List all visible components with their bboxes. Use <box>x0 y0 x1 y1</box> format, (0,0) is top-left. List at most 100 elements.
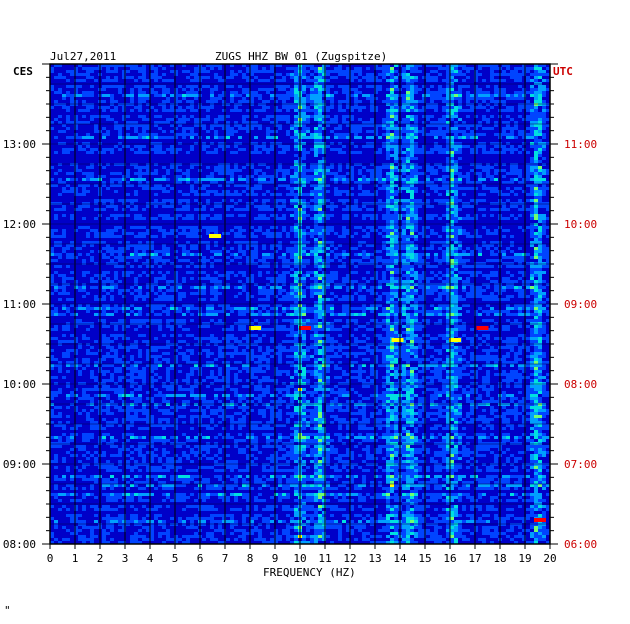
heatmap-cell <box>90 307 94 310</box>
heatmap-cell <box>214 193 218 196</box>
heatmap-cell <box>258 88 262 91</box>
heatmap-cell <box>314 151 318 154</box>
heatmap-cell <box>174 148 178 151</box>
heatmap-cell <box>334 127 338 130</box>
heatmap-cell <box>306 241 310 244</box>
heatmap-cell <box>390 94 394 97</box>
heatmap-cell <box>450 259 454 262</box>
heatmap-cell <box>122 118 126 121</box>
heatmap-cell <box>446 211 450 214</box>
heatmap-cell <box>542 190 546 193</box>
heatmap-cell <box>514 178 518 181</box>
heatmap-cell <box>538 175 542 178</box>
heatmap-cell <box>402 136 406 139</box>
heatmap-cell <box>158 307 162 310</box>
heatmap-cell <box>310 190 314 193</box>
heatmap-cell <box>150 88 154 91</box>
heatmap-cell <box>510 166 514 169</box>
heatmap-cell <box>314 184 318 187</box>
heatmap-cell <box>326 169 330 172</box>
heatmap-cell <box>394 127 398 130</box>
heatmap-cell <box>502 181 506 184</box>
heatmap-cell <box>174 133 178 136</box>
heatmap-cell <box>442 121 446 124</box>
heatmap-cell <box>518 172 522 175</box>
heatmap-cell <box>506 229 510 232</box>
heatmap-cell <box>154 187 158 190</box>
heatmap-cell <box>310 253 314 256</box>
heatmap-cell <box>166 259 170 262</box>
heatmap-cell <box>174 208 178 211</box>
heatmap-cell <box>254 247 258 250</box>
heatmap-cell <box>478 142 482 145</box>
heatmap-cell <box>538 85 542 88</box>
heatmap-cell <box>518 130 522 133</box>
heatmap-cell <box>378 208 382 211</box>
heatmap-cell <box>278 304 282 307</box>
heatmap-cell <box>258 208 262 211</box>
heatmap-cell <box>282 199 286 202</box>
heatmap-cell <box>322 103 326 106</box>
heatmap-cell <box>206 100 210 103</box>
heatmap-cell <box>442 106 446 109</box>
heatmap-cell <box>214 226 218 229</box>
heatmap-cell <box>442 133 446 136</box>
heatmap-cell <box>182 250 186 253</box>
heatmap-cell <box>390 127 394 130</box>
heatmap-cell <box>126 289 130 292</box>
heatmap-cell <box>210 94 214 97</box>
heatmap-cell <box>218 217 222 220</box>
heatmap-cell <box>426 91 430 94</box>
heatmap-cell <box>286 307 290 310</box>
heatmap-cell <box>478 106 482 109</box>
heatmap-cell <box>538 82 542 85</box>
heatmap-cell <box>66 265 70 268</box>
heatmap-cell <box>190 262 194 265</box>
heatmap-cell <box>162 175 166 178</box>
heatmap-cell <box>458 88 462 91</box>
heatmap-cell <box>234 106 238 109</box>
heatmap-cell <box>338 106 342 109</box>
heatmap-cell <box>318 208 322 211</box>
heatmap-cell <box>330 229 334 232</box>
heatmap-cell <box>50 67 54 70</box>
heatmap-cell <box>506 121 510 124</box>
heatmap-cell <box>290 226 294 229</box>
heatmap-cell <box>170 289 174 292</box>
heatmap-cell <box>542 229 546 232</box>
heatmap-cell <box>446 142 450 145</box>
heatmap-cell <box>86 133 90 136</box>
heatmap-cell <box>214 76 218 79</box>
heatmap-cell <box>414 205 418 208</box>
heatmap-cell <box>414 292 418 295</box>
heatmap-cell <box>474 97 478 100</box>
heatmap-cell <box>330 142 334 145</box>
heatmap-cell <box>474 151 478 154</box>
heatmap-cell <box>410 244 414 247</box>
heatmap-cell <box>182 136 186 139</box>
heatmap-cell <box>438 133 442 136</box>
heatmap-cell <box>314 223 318 226</box>
heatmap-cell <box>210 208 214 211</box>
heatmap-cell <box>110 298 114 301</box>
heatmap-cell <box>66 118 70 121</box>
heatmap-cell <box>406 118 410 121</box>
heatmap-cell <box>378 298 382 301</box>
heatmap-cell <box>486 295 490 298</box>
heatmap-cell <box>314 103 318 106</box>
heatmap-cell <box>310 97 314 100</box>
heatmap-cell <box>350 247 354 250</box>
heatmap-cell <box>146 181 150 184</box>
heatmap-cell <box>334 253 338 256</box>
heatmap-cell <box>318 160 322 163</box>
heatmap-cell <box>62 292 66 295</box>
heatmap-cell <box>546 256 550 259</box>
heatmap-cell <box>462 280 466 283</box>
heatmap-cell <box>102 208 106 211</box>
heatmap-cell <box>186 133 190 136</box>
heatmap-cell <box>474 124 478 127</box>
heatmap-cell <box>290 286 294 289</box>
heatmap-cell <box>518 94 522 97</box>
heatmap-cell <box>430 304 434 307</box>
heatmap-cell <box>430 283 434 286</box>
